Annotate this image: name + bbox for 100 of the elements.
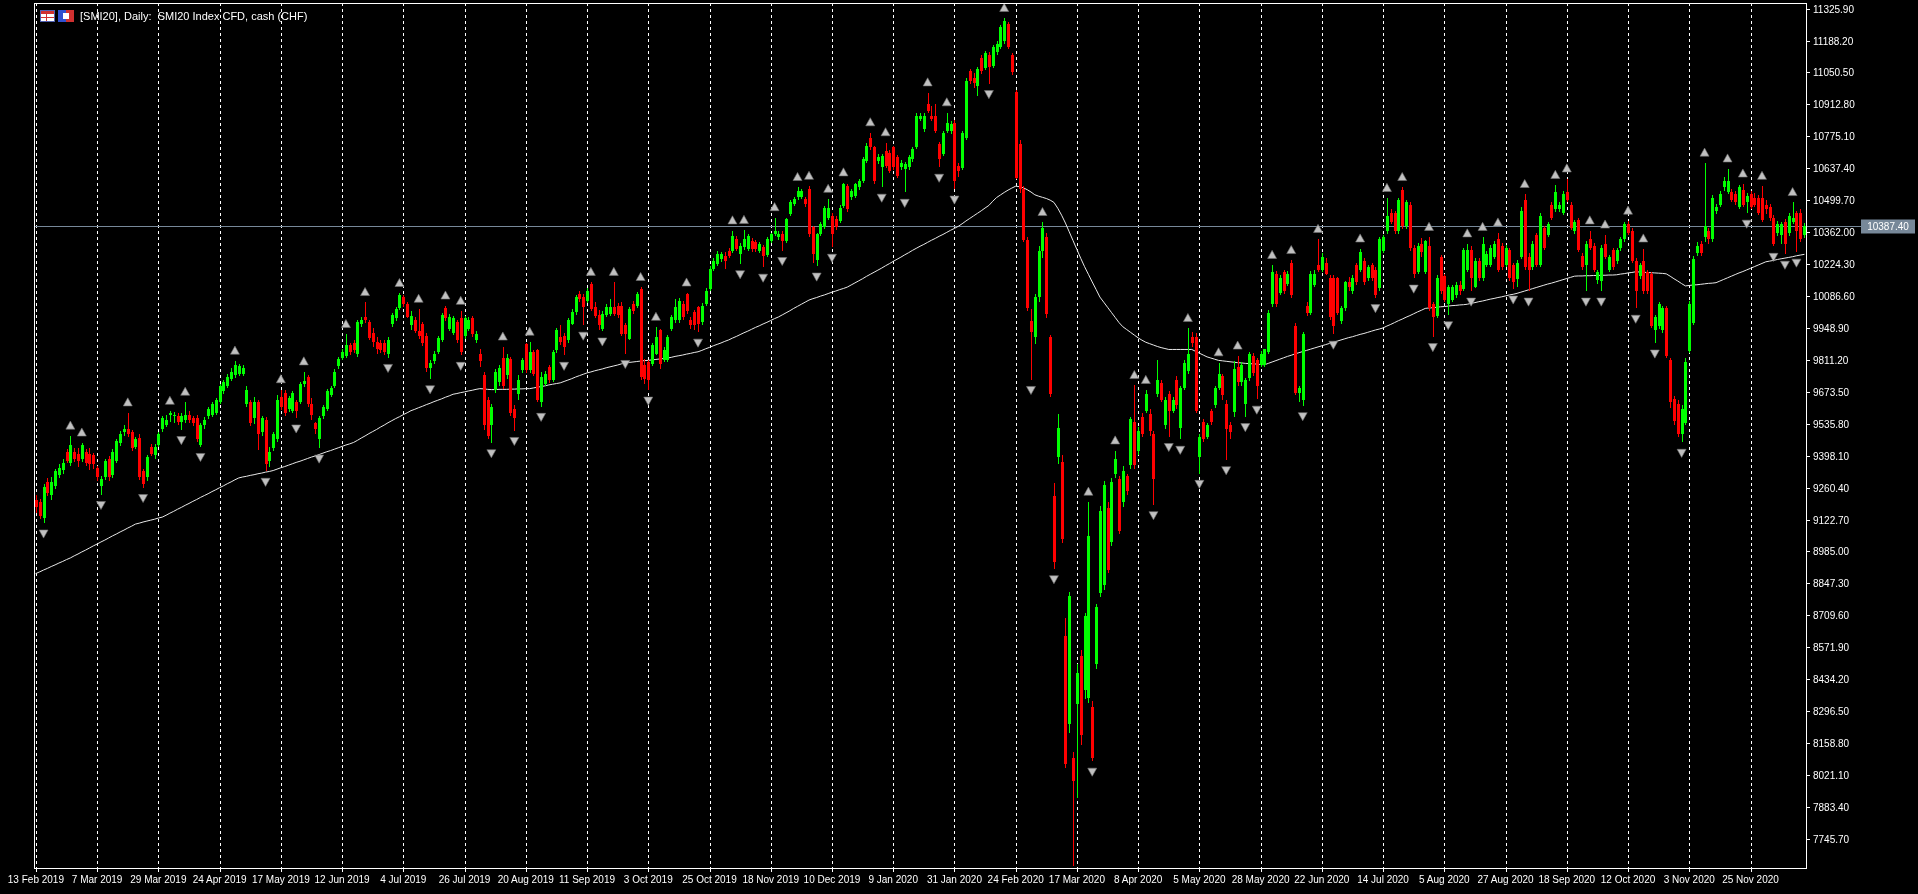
candlestick xyxy=(1420,238,1423,257)
point xyxy=(509,437,520,446)
point xyxy=(383,364,393,373)
candlestick xyxy=(203,417,206,429)
x-tick-label: 5 May 2020 xyxy=(1173,874,1226,885)
candlestick xyxy=(1677,400,1680,437)
candlestick xyxy=(1405,200,1408,229)
candlestick xyxy=(1566,179,1569,202)
candlestick xyxy=(1057,414,1060,464)
y-tick-label: 8985.00 xyxy=(1813,546,1850,557)
y-tick-label: 8847.30 xyxy=(1813,578,1850,589)
x-tick-label: 18 Nov 2019 xyxy=(742,874,800,885)
candlestick xyxy=(1573,220,1576,234)
candlestick xyxy=(1026,237,1029,311)
line-series xyxy=(35,185,1805,574)
candlestick xyxy=(1309,271,1312,315)
x-tick-label: 4 Jul 2019 xyxy=(380,874,427,885)
point xyxy=(735,270,745,280)
x-tick-label: 17 May 2019 xyxy=(251,874,311,885)
candlestick xyxy=(846,184,849,212)
candlestick xyxy=(1225,400,1228,460)
point xyxy=(1297,412,1308,422)
candlestick xyxy=(1294,323,1297,395)
candlestick xyxy=(1711,195,1714,242)
candlestick xyxy=(238,364,241,376)
candlestick xyxy=(781,231,784,251)
x-tick-label: 12 Jun 2019 xyxy=(314,874,371,885)
point xyxy=(1221,466,1231,476)
candlestick xyxy=(379,340,382,353)
candlestick xyxy=(1795,211,1798,252)
candlestick xyxy=(705,288,708,306)
candlestick xyxy=(345,334,348,358)
point xyxy=(811,272,822,282)
point xyxy=(1175,445,1186,455)
candlestick xyxy=(800,189,803,199)
candlestick xyxy=(1061,455,1064,543)
y-tick-label: 7883.40 xyxy=(1813,802,1850,813)
candlestick xyxy=(66,449,69,463)
candlestick xyxy=(1168,391,1171,437)
candlestick xyxy=(1707,228,1710,244)
x-tick-label: 28 May 2020 xyxy=(1231,874,1290,885)
candlestick xyxy=(333,369,336,388)
candlestick xyxy=(1122,466,1125,507)
candlestick xyxy=(268,447,271,467)
candlestick xyxy=(85,449,88,466)
candlestick xyxy=(1704,163,1707,242)
candlestick xyxy=(1218,363,1221,390)
point xyxy=(578,331,589,341)
point xyxy=(1466,297,1476,307)
y-tick-label: 11325.90 xyxy=(1813,4,1855,15)
point xyxy=(486,449,497,459)
candlestick xyxy=(973,73,976,88)
y-tick-label: 10637.40 xyxy=(1813,163,1856,174)
point xyxy=(1163,443,1174,452)
y-tick-label: 10362.00 xyxy=(1813,227,1856,238)
candlestick xyxy=(1803,223,1806,238)
point xyxy=(195,453,206,462)
candlestick xyxy=(475,331,478,343)
candlestick xyxy=(1742,184,1745,207)
candlestick xyxy=(923,113,926,132)
candlestick xyxy=(1696,242,1699,256)
candlestick xyxy=(173,412,176,423)
candlestick xyxy=(1784,219,1787,254)
candlestick xyxy=(1455,282,1458,298)
candlestick xyxy=(1727,169,1730,194)
candlestick xyxy=(980,55,983,74)
candlestick xyxy=(1562,191,1565,215)
candlestick xyxy=(659,329,662,369)
point xyxy=(1523,297,1534,307)
candlestick xyxy=(1447,285,1450,315)
candlestick xyxy=(1730,189,1733,202)
candlestick xyxy=(199,423,202,447)
point xyxy=(176,436,187,445)
x-tick-label: 18 Sep 2020 xyxy=(1538,874,1596,885)
candlestick xyxy=(123,425,126,436)
candlestick xyxy=(517,375,520,400)
x-tick-label: 25 Oct 2019 xyxy=(682,874,738,885)
candlestick xyxy=(460,311,463,355)
candlestick xyxy=(150,444,153,456)
candlestick xyxy=(1210,409,1213,425)
candlestick xyxy=(666,335,669,362)
candlestick xyxy=(1172,397,1175,413)
point xyxy=(1251,405,1262,415)
candlestick xyxy=(188,411,191,423)
candlestick xyxy=(697,306,700,332)
candlestick xyxy=(873,146,876,184)
candlestick xyxy=(1459,281,1462,295)
point xyxy=(1780,260,1790,270)
x-tick-label: 24 Apr 2019 xyxy=(192,874,248,885)
candlestick xyxy=(177,413,180,425)
candlestick xyxy=(1608,255,1611,272)
point xyxy=(1240,423,1251,432)
candlestick xyxy=(1030,309,1033,380)
candlestick xyxy=(444,306,447,321)
y-tick-label: 8709.60 xyxy=(1813,610,1850,621)
candlestick xyxy=(134,437,137,449)
candlestick xyxy=(831,213,834,247)
candlestick xyxy=(525,343,528,373)
point xyxy=(827,253,837,263)
point xyxy=(1768,253,1779,262)
